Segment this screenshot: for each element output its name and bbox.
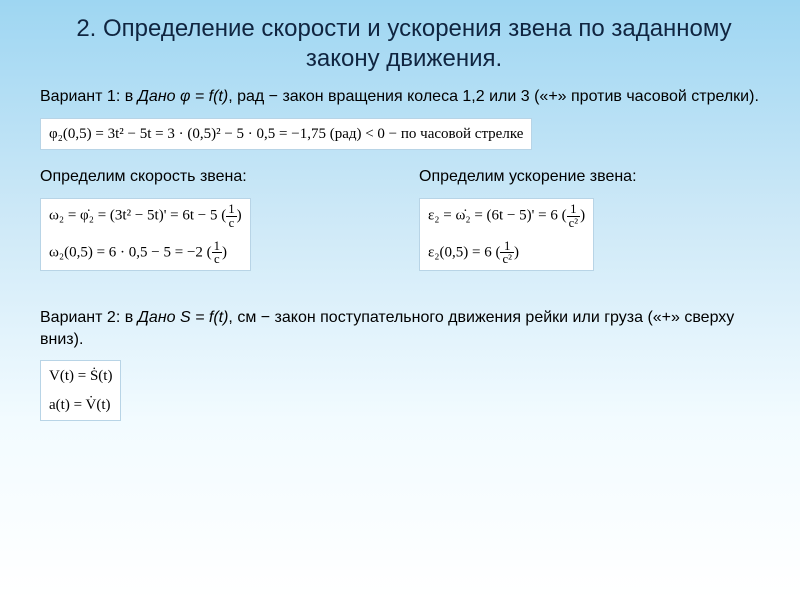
velocity-line1: ω₂ = φ̇₂ = (3t² − 5t)' = 6t − 5 (1c) — [49, 203, 242, 230]
acceleration-formula-box: ε₂ = ω̇₂ = (6t − 5)' = 6 (1c²) ε₂(0,5) =… — [419, 198, 594, 271]
velocity-label: Определим скорость звена: — [40, 168, 389, 186]
slide: 2. Определение скорости и ускорения звен… — [0, 0, 800, 600]
vel-l1b: ) — [237, 208, 242, 224]
acceleration-line1: ε₂ = ω̇₂ = (6t − 5)' = 6 (1c²) — [428, 203, 585, 230]
slide-title: 2. Определение скорости и ускорения звен… — [40, 14, 768, 74]
acc-l1a: ε₂ = ω̇₂ = (6t − 5)' = 6 ( — [428, 208, 567, 224]
vel-l1-frac: 1c — [226, 203, 236, 230]
acc-l2b: ) — [514, 244, 519, 260]
velocity-line2: ω₂(0,5) = 6 · 0,5 − 5 = −2 (1c) — [49, 240, 242, 267]
variant2-text: Вариант 2: в Дано S = f(t), см − закон п… — [40, 307, 768, 350]
v2-line2: a(t) = V̇(t) — [49, 394, 112, 417]
v1-prefix: Вариант 1: в — [40, 88, 138, 105]
velocity-column: Определим скорость звена: ω₂ = φ̇₂ = (3t… — [40, 168, 389, 277]
vel-l1a: ω₂ = φ̇₂ = (3t² − 5t)' = 6t − 5 ( — [49, 208, 226, 224]
v2-formula-box: V(t) = Ṡ(t) a(t) = V̇(t) — [40, 360, 121, 421]
v2-prefix: Вариант 2: в — [40, 309, 138, 326]
v1-main-formula-box: φ₂(0,5) = 3t² − 5t = 3 · (0,5)² − 5 · 0,… — [40, 118, 532, 151]
vel-l2-frac: 1c — [212, 240, 222, 267]
acceleration-line2: ε₂(0,5) = 6 (1c²) — [428, 240, 585, 267]
v2-line1: V(t) = Ṡ(t) — [49, 365, 112, 388]
acc-l2-frac: 1c² — [500, 240, 513, 267]
acc-l2a: ε₂(0,5) = 6 ( — [428, 244, 500, 260]
vel-l2b: ) — [222, 244, 227, 260]
v1-suffix: , рад − закон вращения колеса 1,2 или 3 … — [228, 88, 759, 105]
variant1-text: Вариант 1: в Дано φ = f(t), рад − закон … — [40, 86, 768, 108]
velocity-formula-box: ω₂ = φ̇₂ = (3t² − 5t)' = 6t − 5 (1c) ω₂(… — [40, 198, 251, 271]
two-column-row: Определим скорость звена: ω₂ = φ̇₂ = (3t… — [40, 168, 768, 277]
vel-l2a: ω₂(0,5) = 6 · 0,5 − 5 = −2 ( — [49, 244, 212, 260]
acceleration-label: Определим ускорение звена: — [419, 168, 768, 186]
v1-main-formula: φ₂(0,5) = 3t² − 5t = 3 · (0,5)² − 5 · 0,… — [49, 123, 523, 146]
acceleration-column: Определим ускорение звена: ε₂ = ω̇₂ = (6… — [419, 168, 768, 277]
acc-l1b: ) — [580, 208, 585, 224]
acc-l1-frac: 1c² — [567, 203, 580, 230]
v1-given: Дано φ = f(t) — [138, 88, 229, 105]
v2-given: Дано S = f(t) — [138, 309, 229, 326]
